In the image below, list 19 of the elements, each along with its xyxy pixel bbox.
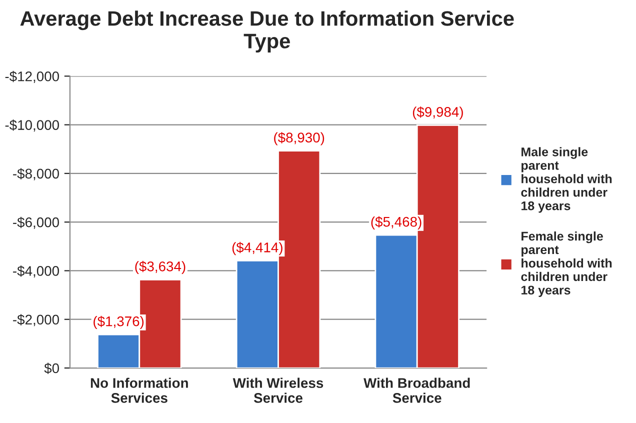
y-tick-label: -$12,000 xyxy=(5,70,60,83)
data-label: ($4,414) xyxy=(232,242,282,256)
x-tick-label: With Wireless Service xyxy=(232,378,324,403)
y-tick-label: -$8,000 xyxy=(13,168,60,180)
data-label: ($5,468) xyxy=(371,216,422,230)
y-tick-label: -$6,000 xyxy=(13,216,60,229)
data-label: ($1,376) xyxy=(94,316,144,329)
y-tick-label: -$2,000 xyxy=(13,314,60,326)
x-tick-label: No Information Services xyxy=(90,378,188,403)
x-tick-label: With Broadband Service xyxy=(364,378,470,403)
y-tick-label: $0 xyxy=(44,362,59,374)
data-label: ($8,930) xyxy=(274,132,324,146)
y-tick-label: -$10,000 xyxy=(5,120,60,132)
data-label: ($9,984) xyxy=(412,106,463,120)
chart-title: Average Debt Increase Due to Information Service Type xyxy=(20,10,514,53)
data-label: ($3,634) xyxy=(135,260,186,274)
legend-label: Male single parent household with children under 18 years xyxy=(521,147,612,213)
y-tick-label: -$4,000 xyxy=(13,265,60,278)
legend-label: Female single parent household with children under 18 years xyxy=(521,231,612,298)
